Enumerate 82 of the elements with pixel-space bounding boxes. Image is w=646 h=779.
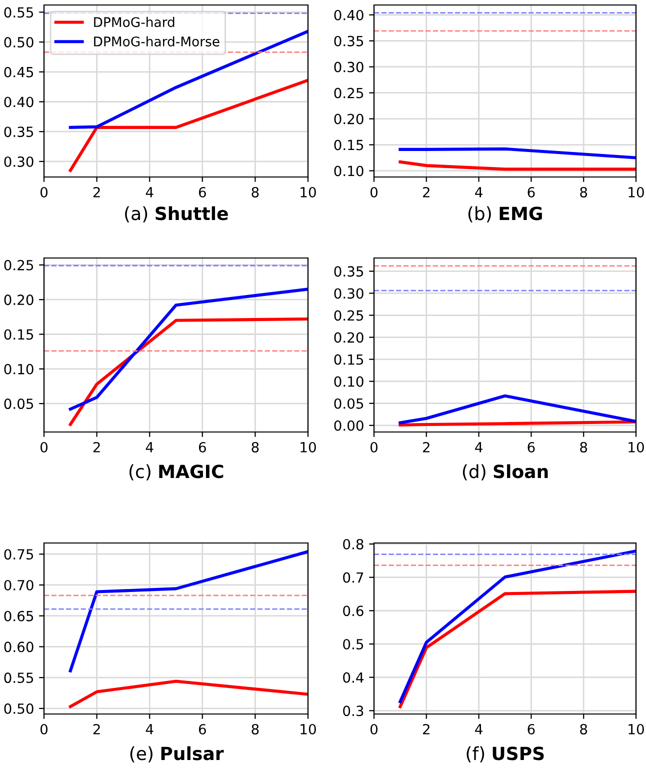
x-tick-label: 4 [146,442,154,452]
y-tick-label: 0.45 [4,66,34,78]
y-tick-label: 0.25 [4,260,34,270]
y-tick-label: 0.25 [334,88,364,98]
x-tick-label: 8 [580,442,588,452]
y-tick-label: 0.35 [334,266,364,277]
x-tick-label: 0 [370,442,378,452]
x-tick-label: 6 [198,442,206,452]
x-tick-label: 2 [423,186,430,198]
y-tick-label: 0.55 [4,7,34,18]
x-tick-label: 0 [40,186,48,198]
y-tick-label: 0.20 [4,294,34,306]
legend-label: DPMoG-hard [94,16,174,28]
x-tick-label: 4 [146,724,154,734]
x-tick-label: 0 [370,724,378,734]
y-tick-label: 0.10 [4,364,34,374]
x-tick-label: 2 [423,724,430,734]
y-tick-label: 0.50 [4,36,34,48]
text: (f) USPS [466,746,544,762]
y-tick-label: 0.15 [334,140,364,150]
x-tick-label: 6 [528,724,535,734]
x-tick-label: 2 [93,724,100,734]
x-tick-label: 6 [528,442,535,452]
y-tick-label: 0.30 [4,156,34,167]
text: (b) EMG [468,206,542,222]
x-tick-label: 8 [580,724,588,734]
x-tick-label: 4 [146,187,154,198]
y-tick-label: 0.70 [4,580,34,590]
x-tick-label: 10 [300,724,316,734]
y-tick-label: 0.40 [334,10,364,20]
y-tick-label: 0.25 [334,310,364,321]
x-tick-label: 10 [300,442,316,452]
y-tick-label: 0.15 [334,354,364,365]
y-tick-label: 0.8 [343,538,364,550]
y-tick-label: 0.10 [334,376,364,387]
y-tick-label: 0.65 [4,610,34,622]
x-tick-label: 10 [628,442,644,452]
y-tick-label: 0.30 [334,62,364,72]
y-tick-label: 0.20 [334,114,364,124]
y-tick-label: 0.75 [4,549,34,560]
x-tick-label: 4 [475,442,482,452]
y-tick-label: 0.10 [334,166,364,176]
x-tick-label: 8 [252,442,259,452]
x-tick-label: 0 [370,186,378,198]
text: (a) Shuttle [125,206,228,222]
x-tick-label: 6 [198,724,206,734]
y-tick-label: 0.4 [343,672,364,683]
x-tick-label: 10 [628,186,644,198]
y-tick-label: 0.30 [334,288,364,299]
text: (c) MAGIC [129,464,224,480]
y-tick-label: 0.55 [4,672,34,684]
x-tick-label: 8 [580,186,588,198]
x-tick-label: 10 [628,724,644,734]
x-tick-label: 4 [475,187,482,198]
x-tick-label: 8 [252,724,259,734]
y-tick-label: 0.00 [334,420,364,431]
text: (d) Sloan [462,464,548,480]
y-tick-label: 0.15 [4,329,34,340]
text: (e) Pulsar [130,746,224,762]
x-tick-label: 0 [40,442,48,452]
x-tick-label: 10 [300,186,316,198]
x-tick-label: 8 [252,186,259,198]
y-tick-label: 0.3 [343,706,364,716]
x-tick-label: 6 [528,186,535,198]
x-tick-label: 2 [93,186,100,198]
x-tick-label: 0 [40,724,48,734]
y-tick-label: 0.5 [343,638,364,650]
y-tick-label: 0.40 [4,96,34,108]
y-tick-label: 0.35 [4,126,34,138]
y-tick-label: 0.35 [334,36,364,46]
y-tick-label: 0.50 [4,703,34,714]
y-tick-label: 0.7 [343,572,364,583]
x-tick-label: 6 [198,186,206,198]
y-tick-label: 0.60 [4,642,34,652]
y-tick-label: 0.05 [4,398,34,410]
legend-label: DPMoG-hard-Morse [94,36,220,46]
x-tick-label: 2 [423,442,430,452]
y-tick-label: 0.6 [343,606,364,616]
y-tick-label: 0.05 [334,398,364,409]
y-tick-label: 0.20 [334,332,364,343]
x-tick-label: 2 [93,442,100,452]
x-tick-label: 4 [475,724,482,734]
